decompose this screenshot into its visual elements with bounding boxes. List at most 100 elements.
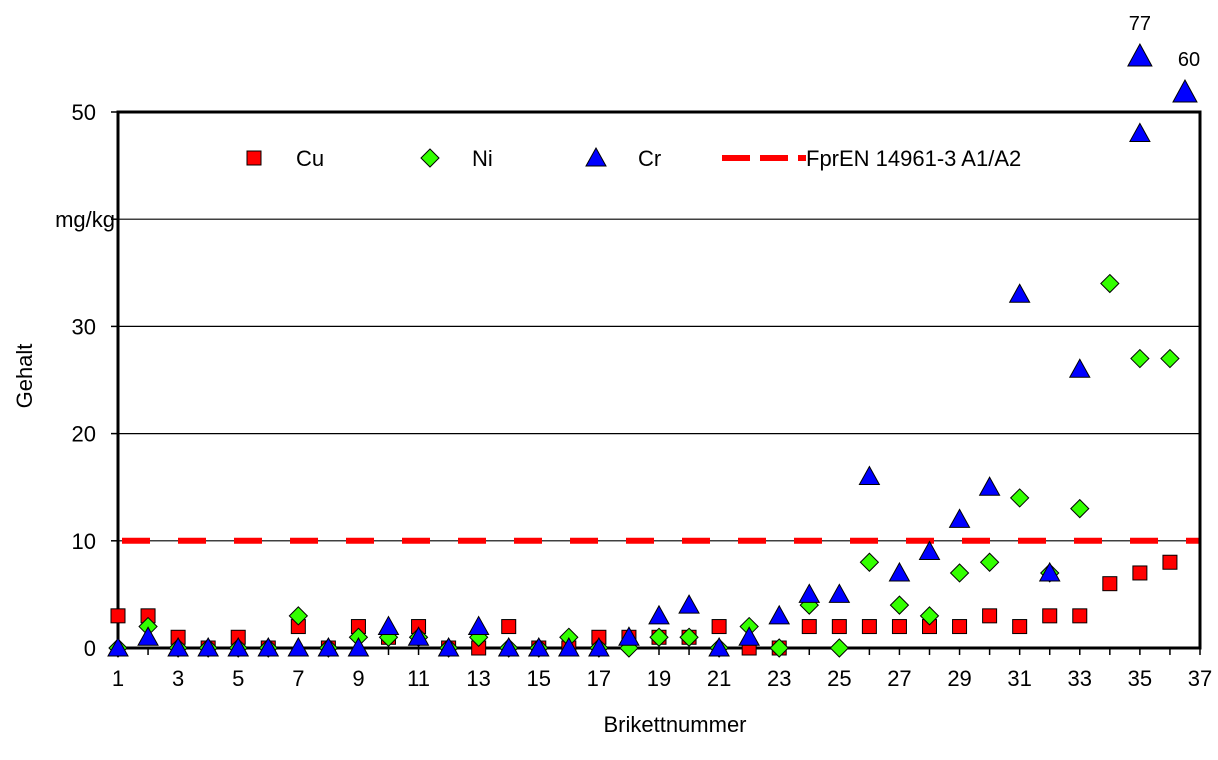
- cr-offscale-point: [1127, 42, 1153, 67]
- x-tick-label: 37: [1188, 666, 1212, 691]
- cr-point: [527, 636, 550, 657]
- ni-point: [949, 563, 970, 583]
- cr-point: [1068, 358, 1091, 378]
- x-tick-label: 35: [1128, 666, 1152, 691]
- cu-point: [952, 619, 968, 635]
- x-axis-title: Brikettnummer: [603, 712, 746, 737]
- cr-point: [858, 465, 881, 485]
- cr-point: [618, 626, 640, 646]
- x-tick-label: 25: [827, 666, 851, 691]
- cr-point: [828, 583, 851, 603]
- y-axis-title: Gehalt: [12, 344, 37, 409]
- x-tick-label: 23: [767, 666, 791, 691]
- y-tick-label: 10: [72, 529, 96, 554]
- cu-point: [891, 619, 907, 635]
- cr-point: [227, 636, 250, 657]
- offscale-value-label: 77: [1129, 13, 1151, 35]
- cr-point: [407, 626, 430, 646]
- x-tick-label: 13: [466, 666, 490, 691]
- cu-point: [1162, 554, 1178, 570]
- cr-point: [768, 604, 791, 625]
- x-tick-label: 21: [707, 666, 731, 691]
- cr-point: [377, 615, 400, 636]
- cu-point: [1072, 608, 1088, 624]
- cu-point: [711, 619, 727, 635]
- cr-point: [347, 636, 370, 657]
- y-tick-label: 30: [72, 314, 96, 339]
- cr-point: [948, 508, 971, 528]
- legend-marker-ni: [420, 148, 440, 168]
- ni-point: [769, 638, 789, 658]
- x-tick-label: 33: [1068, 666, 1092, 691]
- ni-point: [859, 552, 880, 572]
- legend-marker-cu: [246, 150, 262, 166]
- cr-point: [588, 636, 610, 657]
- x-tick-label: 5: [232, 666, 244, 691]
- ni-point: [679, 627, 699, 647]
- cr-point: [497, 636, 520, 657]
- cu-point: [1102, 576, 1118, 592]
- x-tick-label: 1: [112, 666, 124, 691]
- ni-point: [919, 606, 940, 626]
- cr-point: [467, 615, 490, 636]
- x-tick-label: 31: [1007, 666, 1031, 691]
- x-tick-label: 15: [527, 666, 551, 691]
- cr-point: [648, 604, 670, 625]
- legend-label-cu: Cu: [296, 146, 324, 171]
- x-tick-label: 27: [887, 666, 911, 691]
- cr-point: [1129, 122, 1151, 142]
- ni-point: [1130, 348, 1150, 369]
- x-tick-label: 3: [172, 666, 184, 691]
- cu-point: [1012, 619, 1028, 635]
- ni-point: [1070, 498, 1090, 519]
- legend-label-cr: Cr: [638, 146, 661, 171]
- cr-point: [287, 636, 310, 657]
- ni-point: [649, 627, 669, 647]
- y-tick-label: 20: [72, 422, 96, 447]
- cr-point: [557, 636, 580, 657]
- plot-frame: [116, 110, 1202, 650]
- cu-point: [501, 619, 517, 635]
- cr-point: [678, 594, 700, 614]
- x-tick-label: 19: [647, 666, 671, 691]
- y-unit-label: mg/kg: [55, 207, 115, 232]
- grid-lines: [118, 111, 1200, 542]
- y-tick-label: 50: [72, 100, 96, 125]
- cr-point: [798, 583, 821, 603]
- cr-point: [1038, 561, 1061, 582]
- x-tick-label: 11: [407, 666, 430, 691]
- cu-point: [861, 619, 877, 635]
- cr-point: [197, 636, 220, 657]
- data-points: 77 60: [107, 13, 1200, 658]
- x-tick-label: 7: [292, 666, 304, 691]
- ni-point: [288, 606, 309, 626]
- cr-point: [888, 561, 911, 582]
- cu-point: [110, 608, 126, 624]
- cr-point: [437, 636, 460, 657]
- cu-point: [831, 619, 847, 635]
- legend-marker-cr: [585, 146, 607, 167]
- x-tick-label: 9: [352, 666, 364, 691]
- ni-point: [889, 595, 910, 615]
- legend-label-limit: FprEN 14961-3 A1/A2: [806, 146, 1021, 171]
- cr-point: [137, 626, 159, 646]
- ni-point: [1009, 488, 1030, 508]
- cu-point: [1042, 608, 1058, 624]
- legend: Cu Ni Cr FprEN 14961-3 A1/A2: [246, 146, 1021, 171]
- tick-labels: 1 3 5 7 9 11 13 15 17 19 21 23 25 27 29 31 33 35 370102030…: [72, 100, 1213, 691]
- x-tick-label: 29: [947, 666, 971, 691]
- cr-point: [257, 636, 280, 657]
- cu-point: [1132, 565, 1148, 581]
- cr-point: [918, 540, 941, 561]
- ni-point: [1100, 273, 1120, 294]
- cu-point: [982, 608, 998, 624]
- cr-point: [738, 626, 761, 646]
- ni-point: [979, 552, 1000, 572]
- y-tick-label: 0: [84, 636, 96, 661]
- cr-point: [708, 636, 730, 657]
- ni-point: [829, 638, 850, 658]
- ni-point: [1160, 348, 1180, 369]
- cr-offscale-point: [1172, 78, 1198, 103]
- legend-label-ni: Ni: [472, 146, 493, 171]
